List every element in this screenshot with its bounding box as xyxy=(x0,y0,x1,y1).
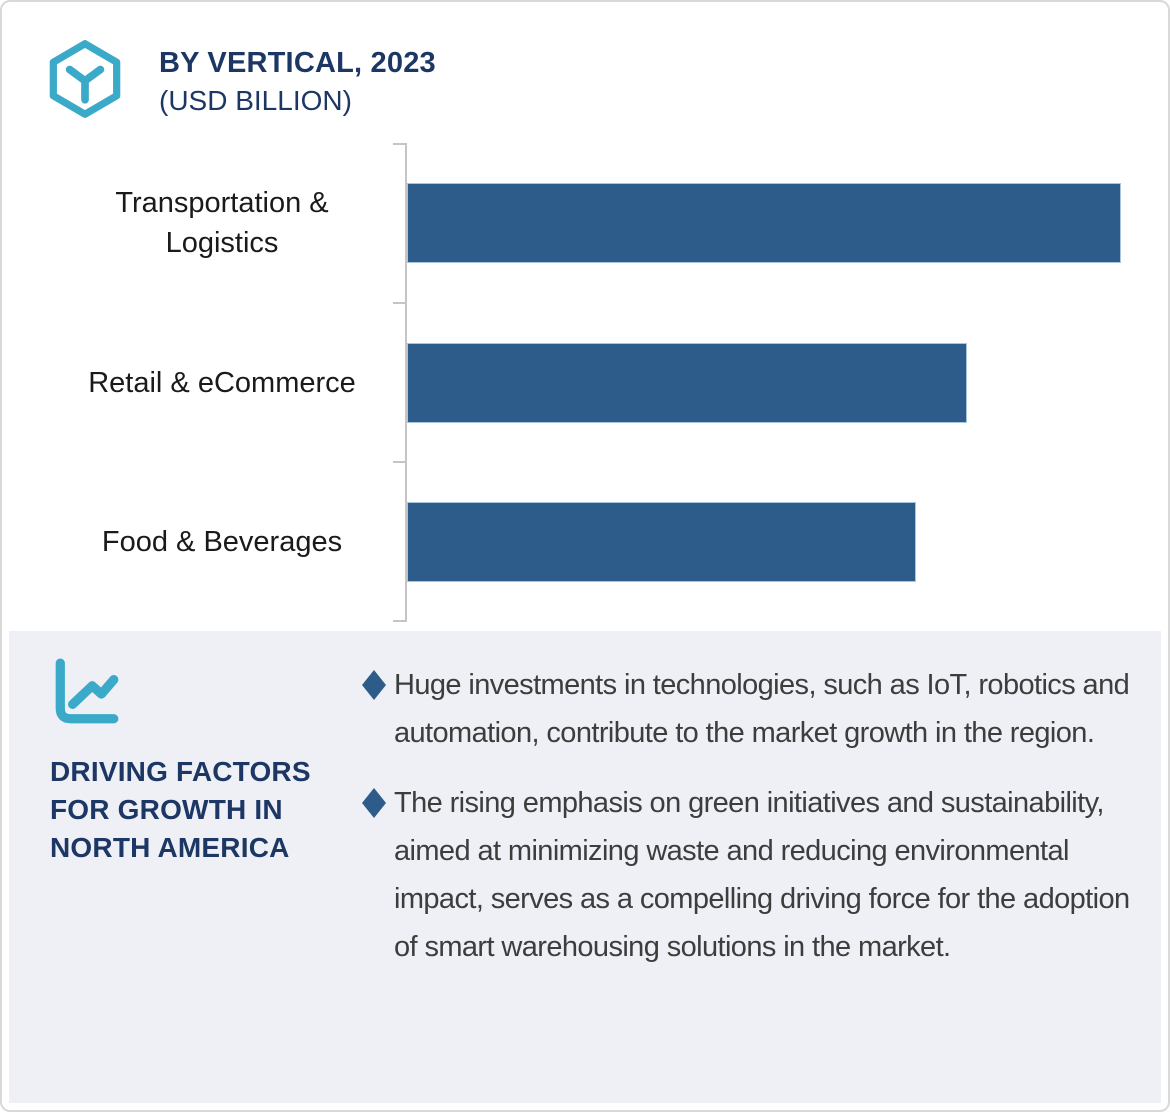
bar-track xyxy=(407,342,1121,423)
chart-rows: Transportation & Logistics Retail & eComm… xyxy=(2,143,1168,622)
driving-factors-panel: DRIVING FACTORS FOR GROWTH IN NORTH AMER… xyxy=(9,631,1161,1103)
bullet-text: Huge investments in technologies, such a… xyxy=(394,669,1130,749)
bullet-item: Huge investments in technologies, such a… xyxy=(362,661,1142,757)
hexagon-cube-icon xyxy=(49,40,121,118)
bar xyxy=(407,502,917,583)
chart-row: Transportation & Logistics xyxy=(2,143,1168,303)
category-label-zone: Retail & eCommerce xyxy=(2,363,405,403)
chart-row: Food & Beverages xyxy=(2,462,1168,622)
diamond-bullet-icon xyxy=(362,670,386,700)
category-axis-line xyxy=(405,143,407,622)
chart-subtitle: (USD BILLION) xyxy=(159,85,352,116)
category-label-zone: Transportation & Logistics xyxy=(2,183,405,263)
axis-tick xyxy=(393,461,405,463)
bar xyxy=(407,342,967,423)
chart-title: BY VERTICAL, 2023 xyxy=(159,47,436,79)
diamond-bullet-icon xyxy=(362,788,386,818)
bullet-text: The rising emphasis on green initiatives… xyxy=(394,787,1130,963)
driving-factors-heading: DRIVING FACTORS FOR GROWTH IN NORTH AMER… xyxy=(50,756,311,863)
category-label: Food & Beverages xyxy=(101,526,343,559)
category-label: Retail & eCommerce xyxy=(88,366,356,399)
axis-tick xyxy=(393,302,405,304)
axis-tick xyxy=(393,143,405,145)
category-label: Transportation & Logistics xyxy=(115,186,329,259)
bar-track xyxy=(407,502,1121,583)
category-label-zone: Food & Beverages xyxy=(2,522,405,562)
bar-track xyxy=(407,182,1121,263)
chart-header: BY VERTICAL, 2023 (USD BILLION) xyxy=(159,44,436,119)
axis-tick xyxy=(393,620,405,622)
line-chart-icon xyxy=(55,658,119,724)
chart-row: Retail & eCommerce xyxy=(2,303,1168,463)
bar xyxy=(407,182,1121,263)
bullet-item: The rising emphasis on green initiatives… xyxy=(362,779,1142,971)
driving-factors-list: Huge investments in technologies, such a… xyxy=(362,661,1142,993)
bar-chart: Transportation & Logistics Retail & eComm… xyxy=(2,143,1168,622)
